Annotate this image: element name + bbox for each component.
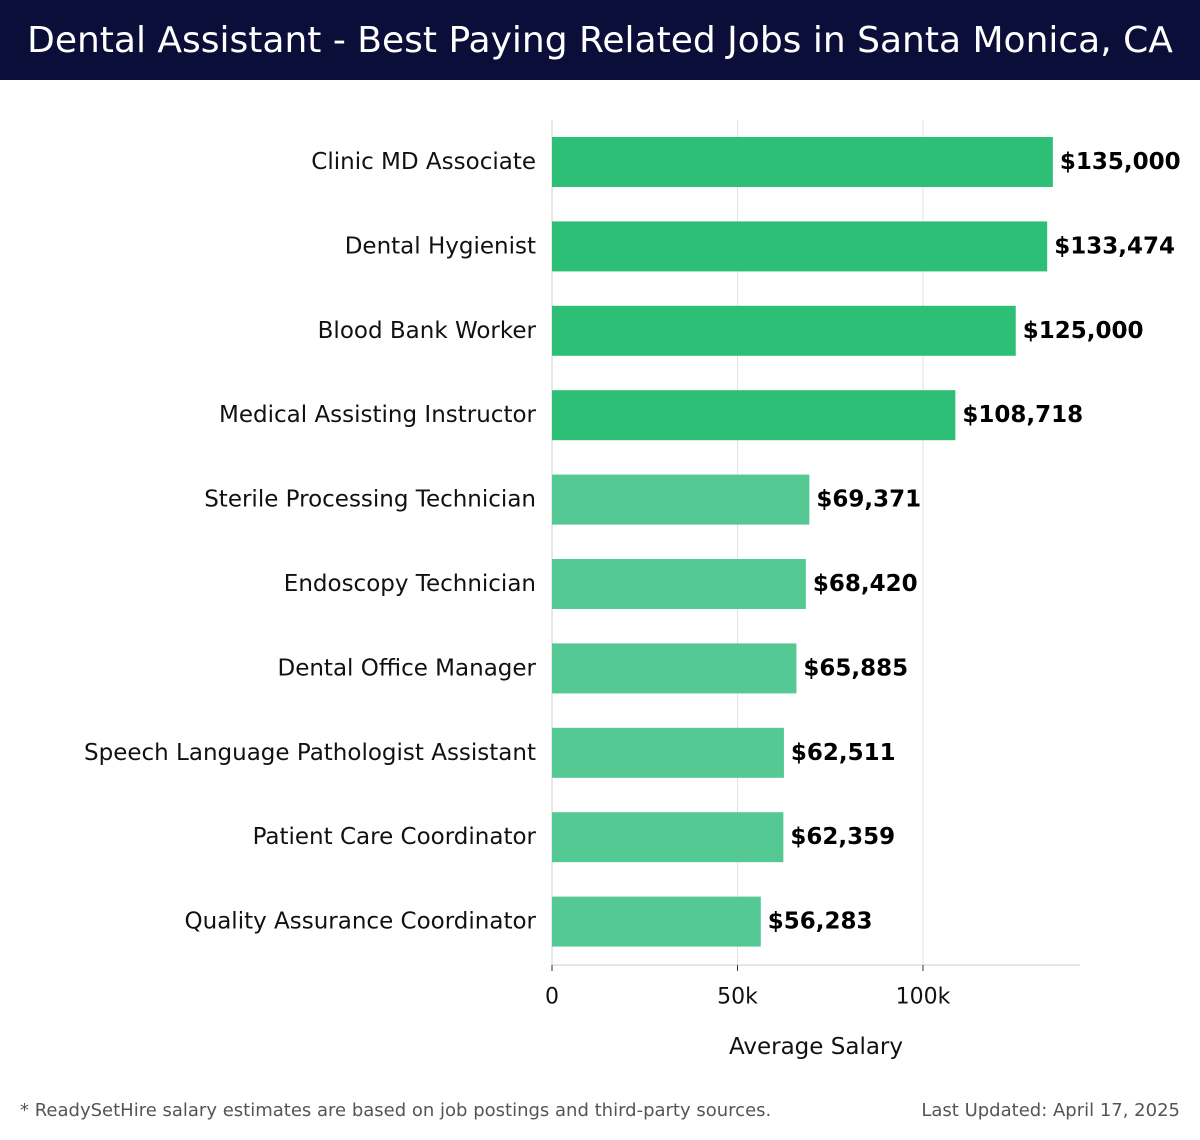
data-label: $135,000 [1060,149,1181,175]
data-label: $69,371 [816,487,921,513]
title-bar: Dental Assistant - Best Paying Related J… [0,0,1200,80]
data-label: $56,283 [768,909,873,935]
bar [552,812,784,863]
x-tick-label: 0 [545,985,559,1010]
bar [552,305,1016,356]
category-label: Quality Assurance Coordinator [185,909,537,935]
bar [552,559,806,609]
bar-chart: Clinic MD Associate $135,000 Dental Hygien… [84,120,1181,1060]
bar [552,221,1048,272]
x-axis-title: Average Salary [729,1034,903,1060]
footnote: * ReadySetHire salary estimates are base… [20,1100,772,1121]
x-tick-label: 100k [896,985,951,1010]
data-label: $133,474 [1054,233,1175,259]
category-label: Endoscopy Technician [284,571,536,597]
x-tick-label: 50k [717,985,758,1010]
category-label: Clinic MD Associate [311,149,536,175]
category-label: Speech Language Pathologist Assistant [84,740,536,766]
category-label: Patient Care Coordinator [253,824,537,850]
data-label: $62,359 [790,824,895,850]
category-label: Dental Hygienist [345,233,536,259]
bar [552,137,1053,187]
category-label: Medical Assisting Instructor [219,402,537,428]
last-updated: Last Updated: April 17, 2025 [921,1100,1180,1121]
bar [552,474,810,525]
bar [552,390,956,441]
bar [552,727,784,778]
category-label: Blood Bank Worker [318,318,537,344]
bar [552,896,761,947]
category-label: Dental Office Manager [277,655,536,681]
data-label: $62,511 [791,740,896,766]
data-label: $68,420 [813,571,918,597]
data-label: $125,000 [1023,318,1144,344]
data-label: $65,885 [803,655,908,681]
data-label: $108,718 [962,402,1083,428]
category-label: Sterile Processing Technician [204,487,536,513]
page-title: Dental Assistant - Best Paying Related J… [27,19,1173,61]
bar [552,643,797,694]
